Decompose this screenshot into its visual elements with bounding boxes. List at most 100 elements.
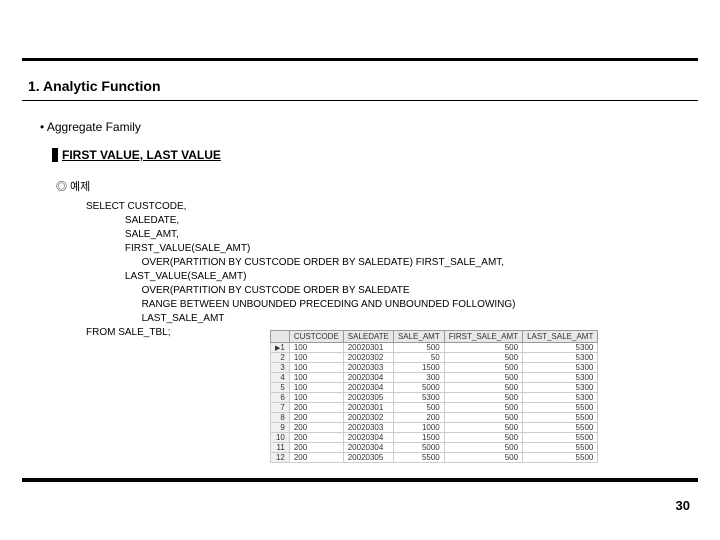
cell: 20020304 <box>343 443 393 453</box>
cell: 20020304 <box>343 373 393 383</box>
cell: 200 <box>289 423 343 433</box>
cell: 20020305 <box>343 393 393 403</box>
cell: 100 <box>289 393 343 403</box>
cell: 500 <box>444 433 522 443</box>
cell: 5500 <box>523 413 598 423</box>
cell: 500 <box>444 353 522 363</box>
cell: 100 <box>289 373 343 383</box>
cell: 1500 <box>393 363 444 373</box>
cell: 5300 <box>523 363 598 373</box>
cell: 20020301 <box>343 343 393 353</box>
col-rownum <box>271 331 290 343</box>
section-title: FIRST VALUE, LAST VALUE <box>62 148 221 162</box>
cell: 200 <box>289 433 343 443</box>
result-table: CUSTCODE SALEDATE SALE_AMT FIRST_SALE_AM… <box>270 330 598 463</box>
cell: 20020303 <box>343 363 393 373</box>
cell: 5500 <box>523 423 598 433</box>
table-row: 92002002030310005005500 <box>271 423 598 433</box>
table-row: ▶1100200203015005005300 <box>271 343 598 353</box>
cell: 200 <box>393 413 444 423</box>
table-row: 4100200203043005005300 <box>271 373 598 383</box>
table-row: 51002002030450005005300 <box>271 383 598 393</box>
cell-rownum: 3 <box>271 363 290 373</box>
cell: 500 <box>444 383 522 393</box>
col-saledate: SALEDATE <box>343 331 393 343</box>
page-number: 30 <box>676 498 690 513</box>
cell-rownum: 2 <box>271 353 290 363</box>
section-marker <box>52 148 58 162</box>
cell: 200 <box>289 413 343 423</box>
cell-rownum: 11 <box>271 443 290 453</box>
cell: 20020305 <box>343 453 393 463</box>
page-title: 1. Analytic Function <box>28 78 161 94</box>
cell: 5500 <box>523 433 598 443</box>
cell-rownum: ▶1 <box>271 343 290 353</box>
cell-rownum: 5 <box>271 383 290 393</box>
subtitle: • Aggregate Family <box>40 120 141 134</box>
cell: 500 <box>393 403 444 413</box>
cell: 20020304 <box>343 433 393 443</box>
cell: 500 <box>444 363 522 373</box>
cell-rownum: 7 <box>271 403 290 413</box>
cell: 20020302 <box>343 353 393 363</box>
cell: 20020302 <box>343 413 393 423</box>
cell: 100 <box>289 353 343 363</box>
cell: 300 <box>393 373 444 383</box>
table-row: 102002002030415005005500 <box>271 433 598 443</box>
cell: 100 <box>289 343 343 353</box>
cell: 500 <box>444 413 522 423</box>
cell-rownum: 9 <box>271 423 290 433</box>
top-divider <box>22 58 698 61</box>
cell-rownum: 4 <box>271 373 290 383</box>
cell: 5500 <box>523 403 598 413</box>
col-custcode: CUSTCODE <box>289 331 343 343</box>
title-underline <box>22 100 698 101</box>
cell: 1500 <box>393 433 444 443</box>
table-row: 112002002030450005005500 <box>271 443 598 453</box>
cell-rownum: 10 <box>271 433 290 443</box>
table-row: 8200200203022005005500 <box>271 413 598 423</box>
cell: 500 <box>444 343 522 353</box>
table-row: 122002002030555005005500 <box>271 453 598 463</box>
cell: 50 <box>393 353 444 363</box>
table-row: 7200200203015005005500 <box>271 403 598 413</box>
table-row: 210020020302505005300 <box>271 353 598 363</box>
cell: 20020301 <box>343 403 393 413</box>
cell: 5500 <box>523 453 598 463</box>
cell: 5300 <box>523 393 598 403</box>
col-saleamt: SALE_AMT <box>393 331 444 343</box>
table-header-row: CUSTCODE SALEDATE SALE_AMT FIRST_SALE_AM… <box>271 331 598 343</box>
cell: 5300 <box>523 353 598 363</box>
cell: 5300 <box>523 373 598 383</box>
cell-rownum: 8 <box>271 413 290 423</box>
cell: 20020303 <box>343 423 393 433</box>
cell: 100 <box>289 383 343 393</box>
table-body: ▶110020020301500500530021002002030250500… <box>271 343 598 463</box>
cell: 5300 <box>523 343 598 353</box>
col-first: FIRST_SALE_AMT <box>444 331 522 343</box>
table-row: 31002002030315005005300 <box>271 363 598 373</box>
cell: 500 <box>444 443 522 453</box>
cell: 200 <box>289 403 343 413</box>
cell: 500 <box>444 453 522 463</box>
cell: 500 <box>444 403 522 413</box>
cell-rownum: 12 <box>271 453 290 463</box>
col-last: LAST_SALE_AMT <box>523 331 598 343</box>
cell: 500 <box>444 423 522 433</box>
cell: 5500 <box>523 443 598 453</box>
cell: 200 <box>289 453 343 463</box>
cell: 1000 <box>393 423 444 433</box>
cell: 500 <box>393 343 444 353</box>
cell: 5500 <box>393 453 444 463</box>
cell: 100 <box>289 363 343 373</box>
cell: 200 <box>289 443 343 453</box>
cell: 5300 <box>393 393 444 403</box>
cell: 500 <box>444 373 522 383</box>
cell: 500 <box>444 393 522 403</box>
cell-rownum: 6 <box>271 393 290 403</box>
cell: 5000 <box>393 383 444 393</box>
sql-code-block: SELECT CUSTCODE, SALEDATE, SALE_AMT, FIR… <box>86 200 516 340</box>
table-row: 61002002030553005005300 <box>271 393 598 403</box>
bottom-divider <box>22 478 698 482</box>
cell: 20020304 <box>343 383 393 393</box>
